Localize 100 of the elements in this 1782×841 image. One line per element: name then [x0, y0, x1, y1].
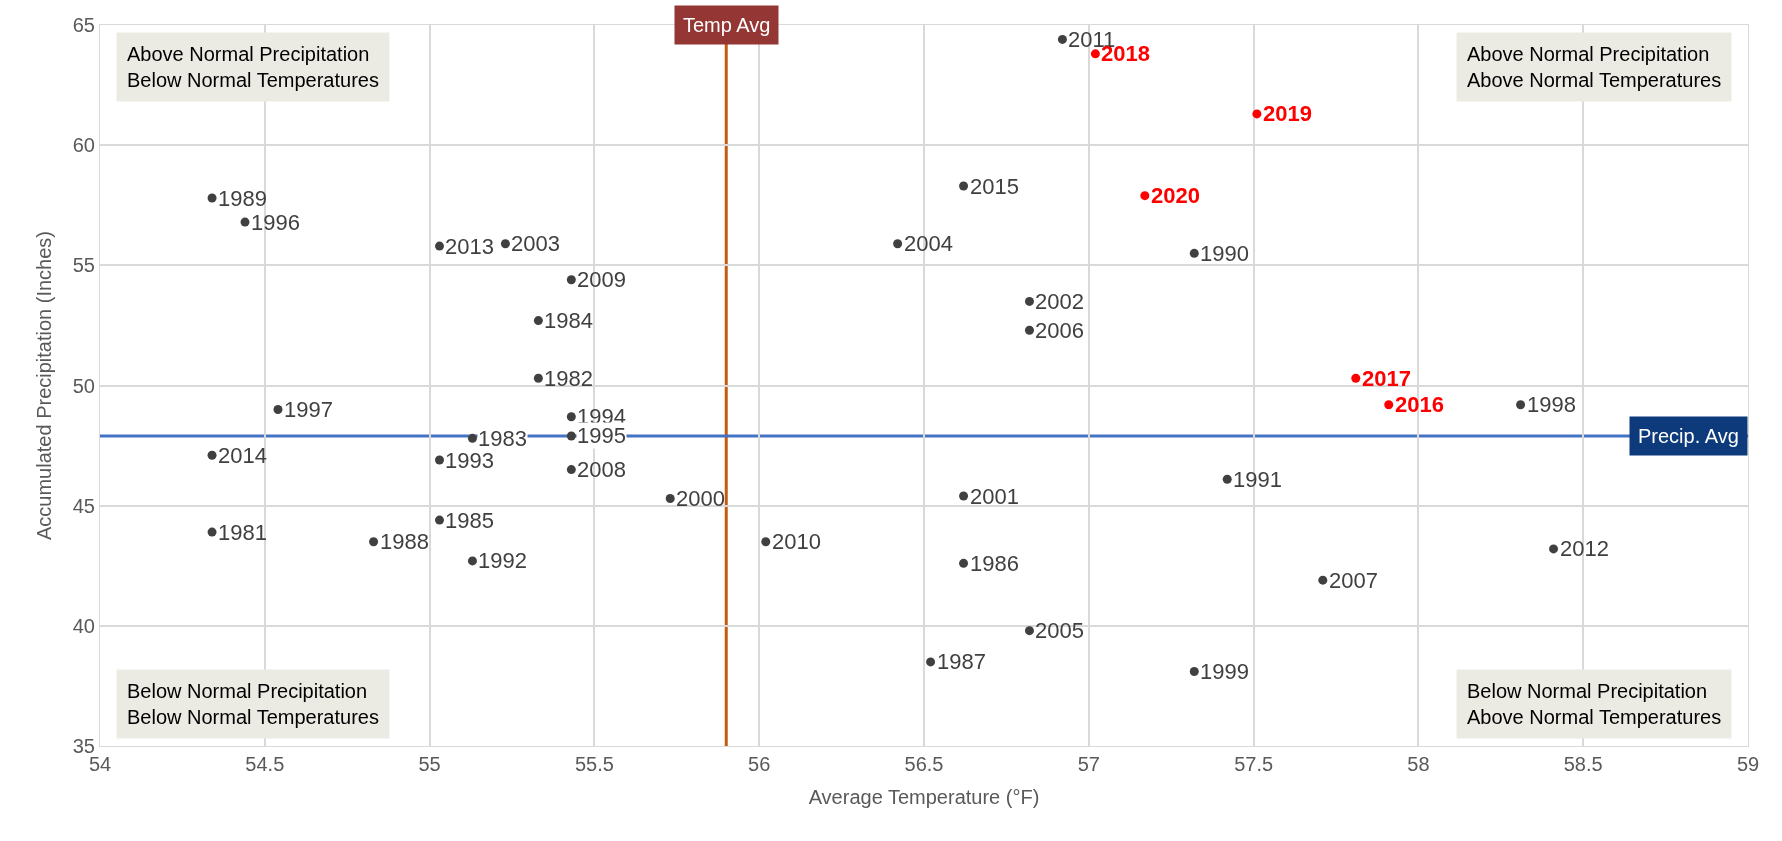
annotation: 2010 [772, 529, 821, 554]
point [207, 450, 217, 460]
point [566, 465, 576, 475]
point [959, 491, 969, 501]
point [1222, 474, 1232, 484]
x-tick-label: 59 [1736, 753, 1760, 775]
point [434, 515, 444, 525]
point [1549, 544, 1559, 554]
annotation: 2003 [511, 231, 560, 256]
annotation: 1989 [218, 186, 267, 211]
annotation: 1992 [478, 548, 527, 573]
point [1140, 191, 1150, 201]
annotation: Below Normal Precipitation Above Normal Temperatures [1467, 680, 1722, 728]
annotation: 2008 [577, 457, 626, 482]
annotation: 1985 [445, 508, 494, 533]
annotation: 1995 [577, 423, 626, 448]
annotation: 1998 [1527, 392, 1576, 417]
x-tick-label: 57.5 [1234, 753, 1274, 775]
point [207, 527, 217, 537]
point [533, 373, 543, 383]
point [369, 537, 379, 547]
point [959, 558, 969, 568]
point [1024, 325, 1034, 335]
point [1252, 109, 1262, 119]
point [240, 217, 250, 227]
annotation: 2015 [970, 174, 1019, 199]
annotation: 1993 [445, 448, 494, 473]
x-tick-label: 58.5 [1563, 753, 1603, 775]
point [665, 493, 675, 503]
point [207, 193, 217, 203]
point [1189, 667, 1199, 676]
annotation: 1996 [251, 210, 300, 235]
y-axis-title: Accumulated Precipitation (Inches) [33, 230, 56, 541]
ref-line-label: Temp Avg [683, 14, 771, 36]
annotation: 2000 [676, 486, 725, 511]
x-axis-title: Average Temperature (°F) [808, 785, 1040, 808]
point [1384, 400, 1394, 410]
annotation: 1982 [544, 366, 593, 391]
point [1024, 296, 1034, 306]
point [566, 275, 576, 285]
point [467, 556, 477, 566]
annotation: 1990 [1200, 241, 1249, 266]
point [959, 181, 969, 191]
annotation: 2012 [1560, 536, 1609, 561]
annotation: 1997 [284, 397, 333, 422]
point [533, 316, 543, 326]
annotation: 1983 [478, 426, 527, 451]
point [273, 405, 283, 415]
x-tick-label: 58 [1407, 753, 1430, 775]
annotation: 2001 [970, 484, 1019, 509]
ref-line-label: Precip. Avg [1638, 425, 1739, 447]
point [1318, 575, 1328, 585]
annotation: 1987 [937, 649, 986, 674]
x-tick-label: 55.5 [574, 753, 614, 775]
y-tick-label: 60 [72, 134, 95, 157]
point [1189, 248, 1199, 258]
annotation: 2019 [1263, 101, 1312, 126]
annotation: 2005 [1035, 618, 1084, 643]
y-tick-label: 65 [72, 14, 95, 36]
y-tick-label: 45 [72, 494, 95, 517]
x-tick-label: 54.5 [245, 753, 285, 775]
point [1351, 373, 1361, 383]
x-tick-label: 57 [1077, 753, 1100, 775]
x-tick-label: 55 [418, 753, 441, 775]
point [467, 433, 477, 443]
point [566, 431, 576, 441]
annotation: 2014 [218, 443, 267, 468]
annotation: Above Normal Precipitation Below Normal Temperatures [127, 43, 379, 91]
point [434, 241, 444, 251]
annotation: 2004 [904, 231, 953, 256]
annotation: 2017 [1362, 366, 1411, 391]
point [926, 657, 936, 667]
annotation: 2006 [1035, 318, 1084, 343]
point [1090, 49, 1100, 59]
annotation: 2013 [445, 234, 494, 259]
point [1516, 400, 1526, 410]
y-tick-label: 55 [72, 254, 95, 277]
point [1057, 34, 1067, 44]
point [761, 537, 771, 547]
annotation: 1999 [1200, 659, 1249, 684]
annotation: Above Normal Precipitation Above Normal Temperatures [1467, 43, 1722, 91]
annotation: 1991 [1233, 467, 1282, 492]
x-tick-label: 56 [748, 753, 771, 775]
y-tick-label: 50 [72, 374, 95, 397]
annotation: 2002 [1035, 289, 1084, 314]
annotation: 2016 [1395, 392, 1444, 417]
annotation: Below Normal Precipitation Below Normal Temperatures [127, 680, 379, 728]
annotation: 2007 [1329, 568, 1378, 593]
annotation: 1986 [970, 551, 1019, 576]
point [566, 412, 576, 422]
annotation: 1988 [380, 529, 429, 554]
annotation: 1984 [544, 308, 593, 333]
point [1024, 626, 1034, 636]
y-tick-label: 40 [72, 614, 95, 637]
annotation: 1981 [218, 520, 267, 545]
x-tick-label: 56.5 [904, 753, 944, 775]
annotation: 2020 [1151, 183, 1200, 208]
annotation: 2009 [577, 267, 626, 292]
point [500, 239, 510, 249]
point [893, 239, 903, 249]
